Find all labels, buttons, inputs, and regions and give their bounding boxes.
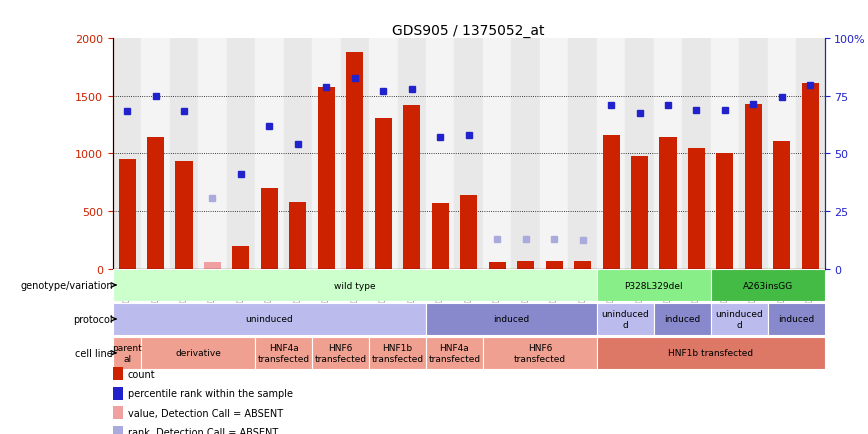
Text: A263insGG: A263insGG (742, 281, 792, 290)
Bar (375, 118, 391, 269)
Bar (517, 262, 534, 269)
Bar (346, 53, 364, 269)
Bar (113, 270, 597, 301)
Bar (175, 162, 193, 269)
Bar (261, 188, 278, 269)
Bar (716, 154, 733, 269)
Bar (426, 39, 455, 269)
Text: induced: induced (493, 315, 529, 324)
Text: genotype/variation: genotype/variation (20, 280, 113, 290)
Bar (740, 39, 767, 269)
Bar (802, 84, 819, 269)
Text: value, Detection Call = ABSENT: value, Detection Call = ABSENT (128, 408, 283, 418)
Bar (483, 338, 597, 369)
Text: induced: induced (664, 315, 700, 324)
Text: wild type: wild type (334, 281, 376, 290)
Bar (540, 39, 569, 269)
Bar (767, 304, 825, 335)
Bar (233, 247, 249, 269)
Bar (318, 87, 335, 269)
Text: percentile rank within the sample: percentile rank within the sample (128, 388, 293, 398)
Bar (312, 338, 369, 369)
Bar (489, 263, 506, 269)
Bar (460, 195, 477, 269)
Text: uninduced
d: uninduced d (602, 309, 649, 329)
Bar (426, 304, 597, 335)
Bar (369, 338, 426, 369)
Bar (204, 262, 221, 269)
Text: P328L329del: P328L329del (624, 281, 683, 290)
Bar (654, 39, 682, 269)
Bar (312, 39, 340, 269)
Bar (141, 338, 255, 369)
Bar (711, 270, 825, 301)
Text: HNF1b transfected: HNF1b transfected (668, 349, 753, 358)
Bar (773, 141, 791, 269)
Bar (597, 270, 711, 301)
Bar (113, 39, 141, 269)
Bar (398, 39, 426, 269)
Text: induced: induced (778, 315, 814, 324)
Bar (113, 304, 426, 335)
Bar (511, 39, 540, 269)
Bar (602, 136, 620, 269)
Bar (796, 39, 825, 269)
Text: protocol: protocol (73, 314, 113, 324)
Bar (597, 304, 654, 335)
Text: parent
al: parent al (112, 343, 142, 363)
Text: uninduced: uninduced (246, 315, 293, 324)
Text: HNF6
transfected: HNF6 transfected (514, 343, 566, 363)
Bar (113, 338, 141, 369)
Bar (767, 39, 796, 269)
Bar (170, 39, 198, 269)
Bar (255, 338, 312, 369)
Bar (711, 39, 740, 269)
Bar (119, 160, 135, 269)
Bar (546, 262, 562, 269)
Bar (141, 39, 170, 269)
Bar (682, 39, 711, 269)
Bar (289, 202, 306, 269)
Text: HNF4a
transfected: HNF4a transfected (429, 343, 481, 363)
Text: HNF4a
transfected: HNF4a transfected (258, 343, 310, 363)
Bar (455, 39, 483, 269)
Bar (483, 39, 511, 269)
Text: HNF1b
transfected: HNF1b transfected (372, 343, 424, 363)
Bar (597, 338, 825, 369)
Bar (574, 262, 591, 269)
Bar (688, 148, 705, 269)
Bar (340, 39, 369, 269)
Bar (284, 39, 312, 269)
Bar (147, 138, 164, 269)
Bar (660, 138, 676, 269)
Text: uninduced
d: uninduced d (715, 309, 763, 329)
Bar (569, 39, 597, 269)
Text: HNF6
transfected: HNF6 transfected (314, 343, 366, 363)
Bar (631, 156, 648, 269)
Bar (654, 304, 711, 335)
Bar (255, 39, 284, 269)
Bar (711, 304, 767, 335)
Text: cell line: cell line (76, 348, 113, 358)
Bar (597, 39, 625, 269)
Text: derivative: derivative (175, 349, 221, 358)
Bar (369, 39, 398, 269)
Bar (426, 338, 483, 369)
Text: count: count (128, 369, 155, 378)
Bar (404, 106, 420, 269)
Bar (227, 39, 255, 269)
Bar (431, 204, 449, 269)
Bar (625, 39, 654, 269)
Bar (745, 105, 762, 269)
Title: GDS905 / 1375052_at: GDS905 / 1375052_at (392, 24, 545, 38)
Bar (198, 39, 227, 269)
Text: rank, Detection Call = ABSENT: rank, Detection Call = ABSENT (128, 427, 278, 434)
